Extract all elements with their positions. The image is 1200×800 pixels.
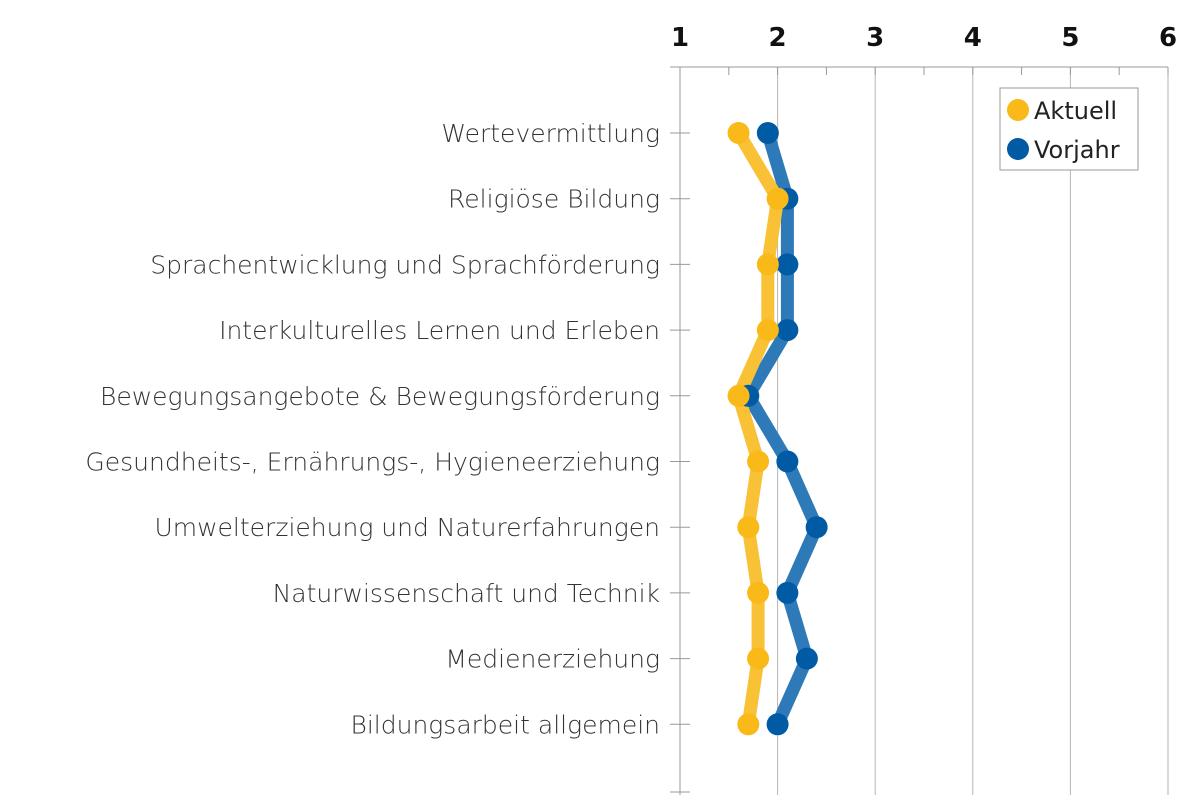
data-point-aktuell <box>747 581 770 604</box>
data-point-vorjahr <box>766 713 789 736</box>
legend-label-aktuell: Aktuell <box>1034 97 1117 125</box>
series-group <box>727 122 828 736</box>
data-point-vorjahr <box>776 450 799 473</box>
x-tick-labels: 1 2 3 4 5 6 <box>671 23 1177 53</box>
x-tick-label: 5 <box>1061 23 1079 53</box>
legend-label-vorjahr: Vorjahr <box>1034 136 1120 164</box>
data-point-vorjahr <box>776 253 799 276</box>
data-point-aktuell <box>737 713 760 736</box>
data-point-aktuell <box>756 319 779 342</box>
category-label: Sprachentwicklung und Sprachförderung <box>150 250 660 279</box>
series-line-vorjahr <box>741 126 824 731</box>
x-tick-label: 4 <box>964 23 982 53</box>
data-point-vorjahr <box>805 516 828 539</box>
category-label: Gesundheits-, Ernährungs-, Hygieneerzieh… <box>85 448 660 477</box>
x-tick-label: 1 <box>671 23 689 53</box>
category-label: Bewegungsangebote & Bewegungsförderung <box>100 382 660 411</box>
category-label: Religiöse Bildung <box>448 185 660 214</box>
data-point-aktuell <box>747 647 770 670</box>
data-point-vorjahr <box>776 319 799 342</box>
category-label: Naturwissenschaft und Technik <box>273 579 660 608</box>
category-label: Interkulturelles Lernen und Erleben <box>219 316 660 345</box>
legend: Aktuell Vorjahr <box>999 87 1139 171</box>
category-label: Bildungsarbeit allgemein <box>350 710 660 739</box>
data-point-vorjahr <box>756 122 779 144</box>
category-label: Wertevermittlung <box>441 119 660 148</box>
x-tick-label: 2 <box>769 23 787 53</box>
data-point-aktuell <box>737 516 760 539</box>
category-label: Medienerziehung <box>445 645 660 674</box>
data-point-aktuell <box>766 187 789 210</box>
category-labels: Wertevermittlung Religiöse Bildung Sprache… <box>85 119 690 793</box>
axes <box>670 66 1168 795</box>
category-label: Umwelterziehung und Naturerfahrungen <box>154 513 660 542</box>
legend-marker-vorjahr <box>1007 138 1029 160</box>
data-point-vorjahr <box>776 581 799 604</box>
data-point-aktuell <box>727 122 750 144</box>
legend-marker-aktuell <box>1007 99 1029 121</box>
x-tick-label: 6 <box>1159 23 1177 53</box>
series-line-aktuell <box>732 126 785 731</box>
data-point-aktuell <box>756 253 779 276</box>
data-point-aktuell <box>727 384 750 407</box>
data-point-vorjahr <box>795 647 818 670</box>
data-point-aktuell <box>747 450 770 473</box>
x-tick-label: 3 <box>866 23 884 53</box>
